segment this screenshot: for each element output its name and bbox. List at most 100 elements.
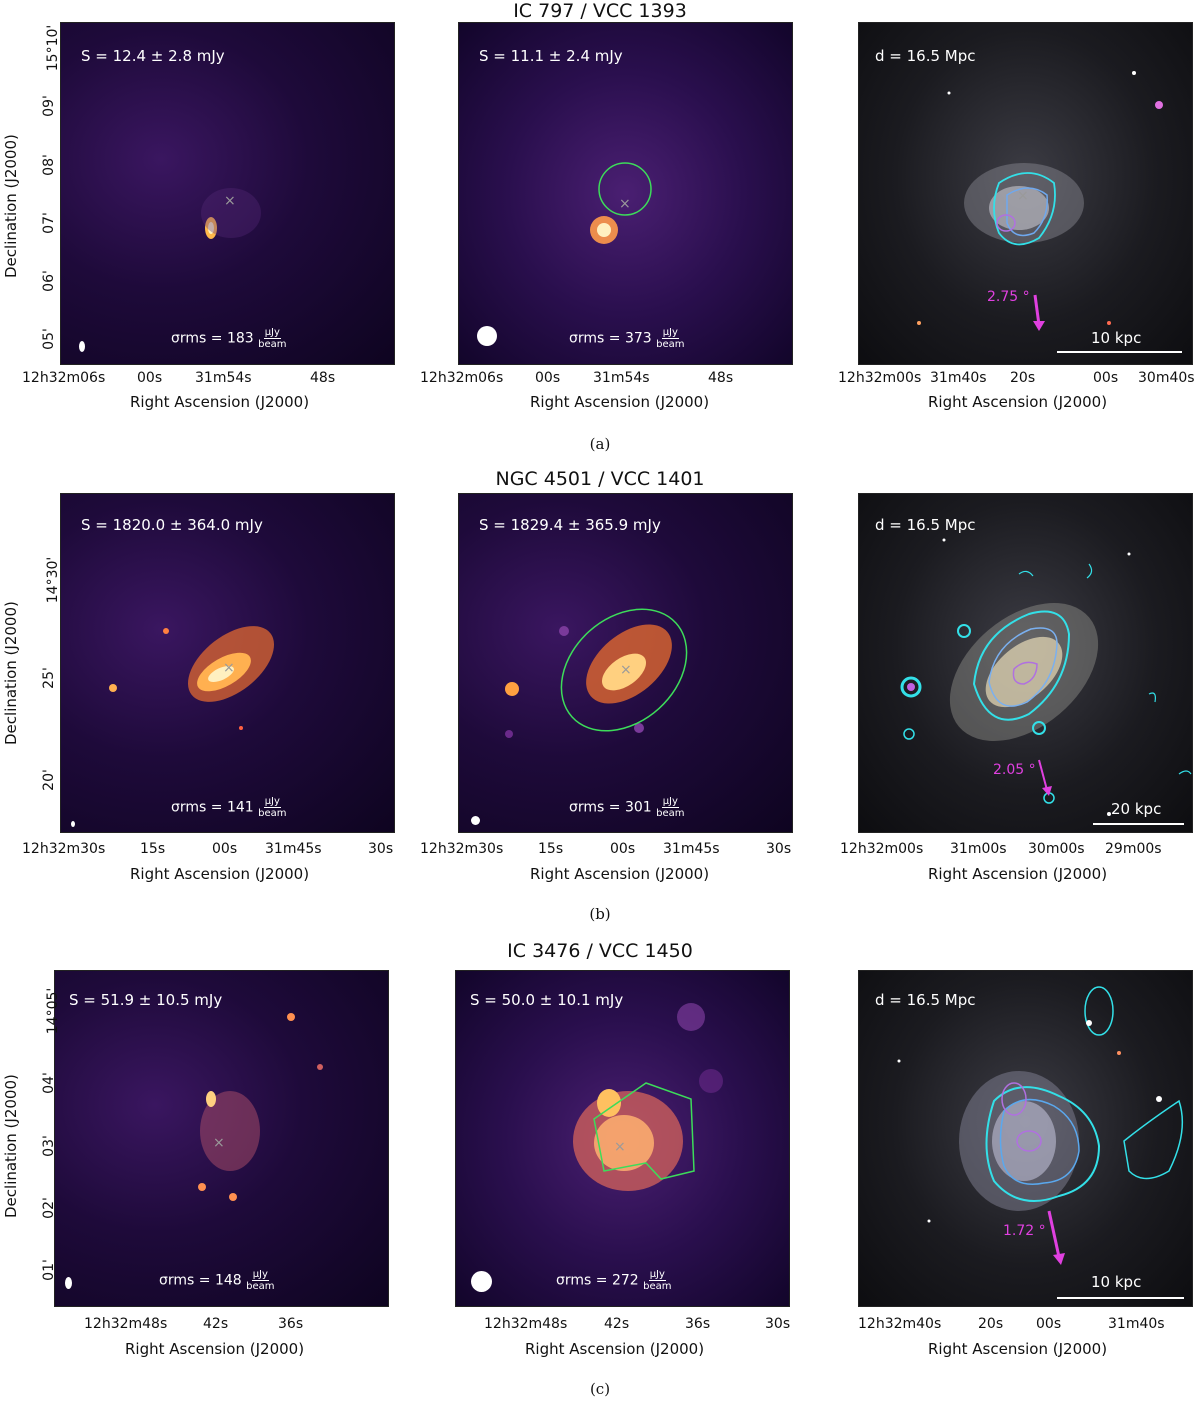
arrow-angle-label: 2.75 ° [987, 289, 1030, 305]
contour [993, 172, 1056, 246]
beam-circle [477, 326, 497, 346]
distance-label: d = 16.5 Mpc [875, 991, 976, 1009]
contour [1012, 661, 1038, 685]
y-axis-label: Declination (J2000) [2, 134, 20, 278]
row-a-title: IC 797 / VCC 1393 [513, 0, 687, 22]
optical-center-marker: × [213, 1135, 225, 1151]
aperture-polygon [593, 1082, 695, 1180]
y-tick: 20' [40, 769, 57, 791]
x-tick: 31m40s [1108, 1316, 1165, 1332]
x-axis-label: Right Ascension (J2000) [130, 393, 310, 411]
row-c-radio-fullres-panel: × S = 51.9 ± 10.5 mJy σrms = 148 μJy beam [54, 970, 389, 1307]
row-a-radio-lowres-panel: × S = 11.1 ± 2.4 mJy σrms = 373 μJy beam [458, 22, 793, 365]
x-tick: 48s [708, 370, 734, 386]
x-tick: 30s [765, 1316, 791, 1332]
x-tick: 00s [212, 841, 238, 857]
scalebar-label: 10 kpc [1091, 329, 1142, 347]
contour [985, 1086, 1101, 1202]
row-c-optical-panel: d = 16.5 Mpc 1.72 ° 10 kpc [858, 970, 1193, 1307]
x-tick: 12h32m40s [858, 1316, 942, 1332]
beam-circle [471, 816, 480, 825]
y-tick: 05' [40, 328, 57, 350]
x-tick: 12h32m48s [84, 1316, 168, 1332]
x-tick: 31m54s [593, 370, 650, 386]
rms-label: σrms = 301 μJy beam [569, 796, 685, 819]
y-tick: 09' [40, 95, 57, 117]
subfigure-caption: (b) [589, 905, 611, 923]
contour [1001, 1082, 1027, 1116]
row-b-radio-lowres-panel: × S = 1829.4 ± 365.9 mJy σrms = 301 μJy b… [458, 493, 793, 833]
rms-label: σrms = 272 μJy beam [556, 1269, 672, 1292]
x-axis-label: Right Ascension (J2000) [130, 865, 310, 883]
optical-center-marker: × [614, 1139, 626, 1155]
row-b-radio-fullres-panel: × S = 1820.0 ± 364.0 mJy σrms = 141 μJy b… [60, 493, 395, 833]
aperture-circle [598, 162, 652, 216]
direction-arrow [1047, 1210, 1061, 1258]
y-tick: 14°30' [45, 556, 62, 604]
x-axis-label: Right Ascension (J2000) [928, 1340, 1108, 1358]
x-tick: 30m00s [1028, 841, 1085, 857]
x-tick: 30s [766, 841, 792, 857]
optical-center-marker: × [223, 660, 235, 676]
flux-label: S = 1820.0 ± 364.0 mJy [81, 516, 263, 534]
x-tick: 00s [137, 370, 163, 386]
arrow-angle-label: 2.05 ° [993, 762, 1036, 778]
x-tick: 20s [1010, 370, 1036, 386]
x-tick: 12h32m48s [484, 1316, 568, 1332]
contour [1016, 1130, 1042, 1152]
x-tick: 30s [368, 841, 394, 857]
x-tick: 31m00s [950, 841, 1007, 857]
y-tick: 14°05' [45, 987, 62, 1035]
x-tick: 36s [685, 1316, 711, 1332]
x-tick: 12h32m30s [420, 841, 504, 857]
x-axis-label: Right Ascension (J2000) [928, 865, 1108, 883]
x-tick: 29m00s [1105, 841, 1162, 857]
x-tick: 12h32m06s [420, 370, 504, 386]
rms-label: σrms = 141 μJy beam [171, 796, 287, 819]
contour [957, 624, 971, 638]
x-tick: 31m45s [265, 841, 322, 857]
y-tick: 08' [40, 154, 57, 176]
y-tick: 04' [40, 1072, 57, 1094]
contour [1123, 1099, 1184, 1180]
x-tick: 15s [140, 841, 166, 857]
direction-arrow [1038, 759, 1048, 791]
x-tick: 12h32m00s [840, 841, 924, 857]
scalebar-label: 10 kpc [1091, 1273, 1142, 1291]
row-c-radio-lowres-panel: × S = 50.0 ± 10.1 mJy σrms = 272 μJy beam [455, 970, 790, 1307]
x-tick: 31m45s [663, 841, 720, 857]
y-tick: 07' [40, 212, 57, 234]
rms-label: σrms = 183 μJy beam [171, 327, 287, 350]
row-a-optical-panel: × d = 16.5 Mpc 2.75 ° 10 kpc [858, 22, 1193, 365]
x-tick: 15s [538, 841, 564, 857]
distance-label: d = 16.5 Mpc [875, 516, 976, 534]
contour [1006, 187, 1048, 237]
y-axis-label: Declination (J2000) [2, 601, 20, 745]
contour [996, 214, 1016, 232]
x-tick: 36s [278, 1316, 304, 1332]
x-tick: 12h32m06s [22, 370, 106, 386]
optical-center-marker: × [224, 193, 236, 209]
row-a-radio-fullres-panel: × S = 12.4 ± 2.8 mJy σrms = 183 μJy beam [60, 22, 395, 365]
beam-ellipse [79, 341, 85, 352]
x-tick: 00s [535, 370, 561, 386]
x-tick: 12h32m30s [22, 841, 106, 857]
optical-center-marker: × [1017, 188, 1029, 204]
contour [900, 676, 922, 698]
contour [988, 627, 1058, 707]
row-c-title: IC 3476 / VCC 1450 [507, 940, 693, 962]
x-tick: 31m54s [195, 370, 252, 386]
beam-circle [471, 1271, 492, 1292]
flux-label: S = 1829.4 ± 365.9 mJy [479, 516, 661, 534]
flux-label: S = 12.4 ± 2.8 mJy [81, 47, 225, 65]
flux-label: S = 51.9 ± 10.5 mJy [69, 991, 223, 1009]
optical-center-marker: × [620, 662, 632, 678]
x-axis-label: Right Ascension (J2000) [928, 393, 1108, 411]
y-axis-label: Declination (J2000) [2, 1074, 20, 1218]
rms-label: σrms = 148 μJy beam [159, 1269, 275, 1292]
x-axis-label: Right Ascension (J2000) [125, 1340, 305, 1358]
x-tick: 42s [203, 1316, 229, 1332]
row-b-optical-panel: d = 16.5 Mpc 2.05 ° 20 kpc [858, 493, 1193, 833]
x-axis-label: Right Ascension (J2000) [530, 865, 710, 883]
subfigure-caption: (a) [589, 435, 611, 453]
